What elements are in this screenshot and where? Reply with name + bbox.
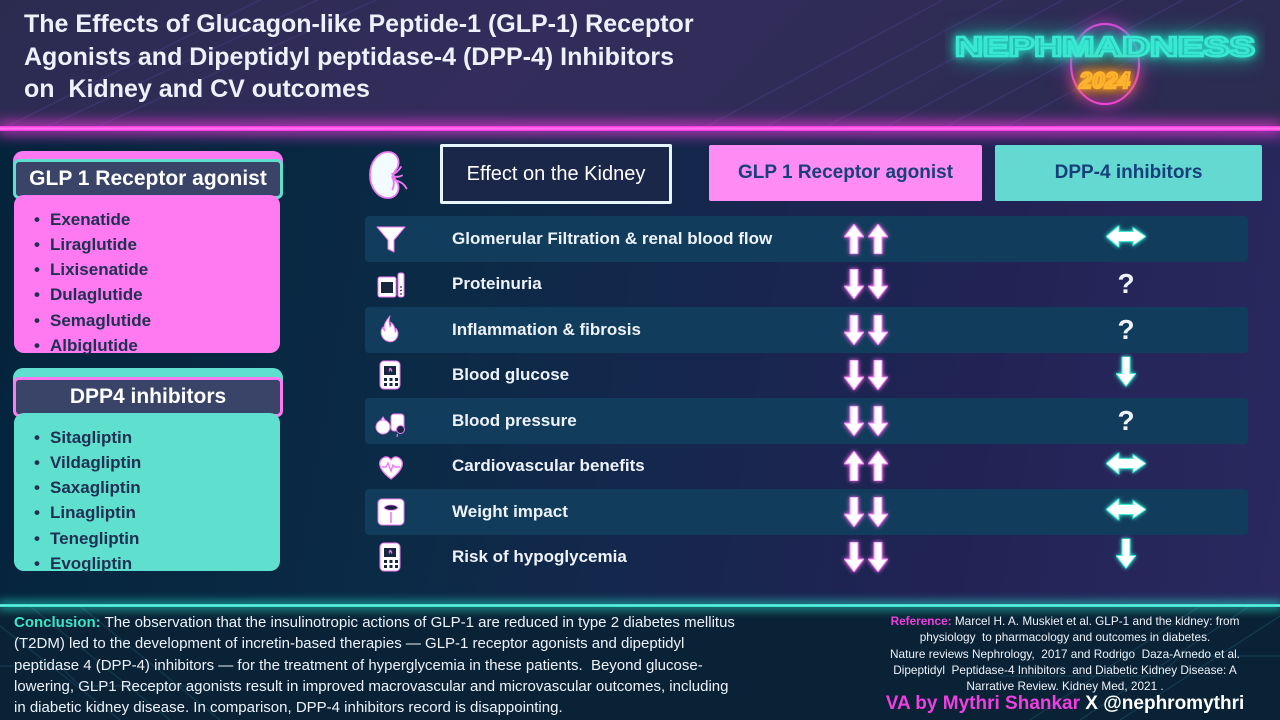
- svg-text:NEPHMADNESS: NEPHMADNESS: [955, 31, 1255, 62]
- svg-text:2024: 2024: [1079, 68, 1131, 93]
